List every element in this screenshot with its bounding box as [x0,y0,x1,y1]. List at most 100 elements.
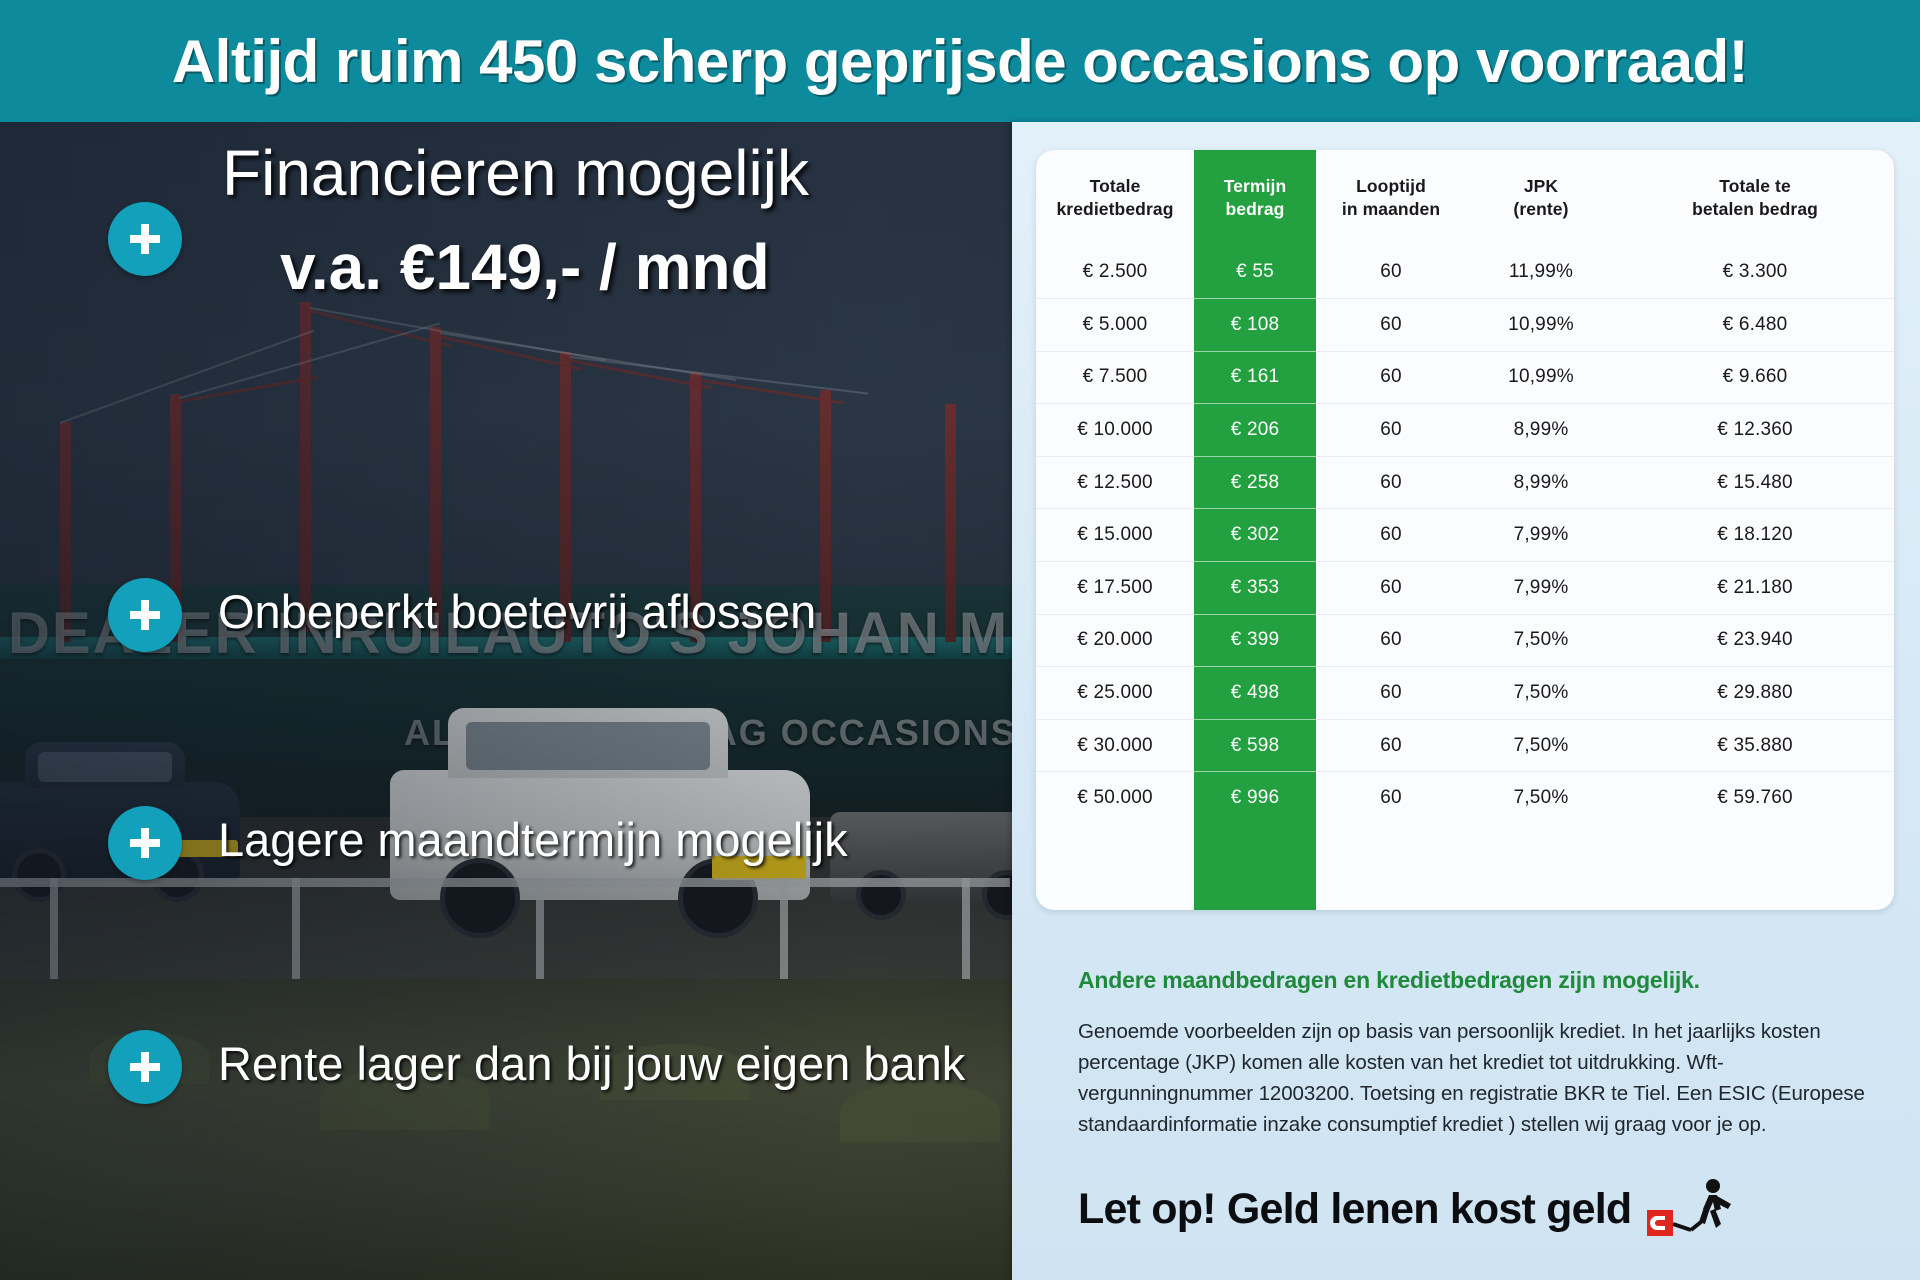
cell-totaalbedrag: € 35.880 [1616,718,1894,772]
table-row: € 12.500 € 258 60 8,99% € 15.480 [1036,455,1894,509]
plus-icon [130,1052,160,1082]
cell-looptijd: 60 [1316,298,1466,352]
cell-kredietbedrag: € 7.500 [1036,350,1194,404]
column-header-termijn: Termijn bedrag [1194,150,1316,246]
cell-termijnbedrag: € 161 [1194,350,1316,404]
cell-jpk: 7,50% [1466,718,1616,772]
header-line-2: in maanden [1341,199,1441,219]
cell-termijnbedrag: € 206 [1194,403,1316,457]
column-header-jpk: JPK (rente) [1466,150,1616,246]
cell-termijnbedrag: € 258 [1194,455,1316,509]
header-line-1: Termijn [1223,175,1287,196]
cell-totaalbedrag: € 21.180 [1616,561,1894,615]
headline-line-1: Financieren mogelijk [222,137,809,209]
cell-kredietbedrag: € 50.000 [1036,771,1194,825]
cell-termijnbedrag: € 55 [1236,261,1274,283]
cell-kredietbedrag: € 15.000 [1036,508,1194,562]
table-row: € 30.000 € 598 60 7,50% € 35.880 [1036,718,1894,772]
afm-logo-svg [1647,1179,1732,1236]
cell-totaalbedrag: € 18.120 [1616,508,1894,562]
banner-headline: Altijd ruim 450 scherp geprijsde occasio… [171,27,1749,95]
table-header-row: Totale kredietbedrag Termijn bedrag Loop… [1036,150,1894,246]
cell-totaalbedrag: € 23.940 [1616,613,1894,667]
cell-looptijd: 60 [1316,508,1466,562]
table-row: € 17.500 € 353 60 7,99% € 21.180 [1036,561,1894,615]
column-header-totaal: Totale te betalen bedrag [1616,150,1894,246]
cell-looptijd: 60 [1316,771,1466,825]
cell-termijnbedrag: € 302 [1194,508,1316,562]
cell-jpk: 7,99% [1466,561,1616,615]
table-body: € 2.500 € 55 60 11,99% € 3.300 € 5.000 € 108 60… [1036,246,1894,825]
cell-totaalbedrag: € 9.660 [1616,350,1894,404]
cell-looptijd: 60 [1316,613,1466,667]
cell-totaalbedrag: € 59.760 [1616,771,1894,825]
cell-jpk: 10,99% [1466,350,1616,404]
cell-looptijd: 60 [1316,666,1466,720]
header-line-2: betalen bedrag [1692,199,1818,219]
cell-jpk: 8,99% [1466,403,1616,457]
cell-termijnbedrag: € 353 [1194,561,1316,615]
table-row: € 7.500 € 161 60 10,99% € 9.660 [1036,350,1894,404]
disclaimer-block: Andere maandbedragen en kredietbedragen … [1078,967,1868,1141]
cell-kredietbedrag: € 10.000 [1036,403,1194,457]
cell-jpk: 10,99% [1466,298,1616,352]
legal-warning-bar: Let op! Geld lenen kost geld [1012,1166,1920,1252]
plus-badge-bullet-1 [108,578,182,652]
disclaimer-title: Andere maandbedragen en kredietbedragen … [1078,967,1700,993]
cell-termijnbedrag: € 108 [1194,298,1316,352]
plus-icon [130,224,160,254]
plus-icon [130,828,160,858]
cell-kredietbedrag: € 25.000 [1036,666,1194,720]
cell-kredietbedrag: € 5.000 [1036,298,1194,352]
table-row: € 10.000 € 206 60 8,99% € 12.360 [1036,403,1894,457]
cell-jpk: 7,50% [1466,613,1616,667]
cell-jpk: 8,99% [1466,455,1616,509]
table-row: € 25.000 € 498 60 7,50% € 29.880 [1036,666,1894,720]
cell-looptijd: 60 [1316,455,1466,509]
cell-looptijd: 60 [1316,718,1466,772]
cell-looptijd: 60 [1380,261,1402,283]
cell-termijnbedrag: € 996 [1194,771,1316,825]
financing-card: Totale kredietbedrag Termijn bedrag Loop… [1012,122,1920,1280]
cell-jpk: 7,50% [1466,771,1616,825]
cell-looptijd: 60 [1316,561,1466,615]
plus-badge-headline [108,202,182,276]
cell-jpk: 7,99% [1466,508,1616,562]
plus-badge-bullet-3 [108,1030,182,1104]
header-line-2: kredietbedrag [1056,199,1174,219]
cell-kredietbedrag: € 30.000 [1036,718,1194,772]
plus-badge-bullet-2 [108,806,182,880]
cell-jpk: 11,99% [1508,261,1574,283]
cell-totaalbedrag: € 12.360 [1616,403,1894,457]
benefits-panel: Financieren mogelijk v.a. €149,- / mnd O… [0,122,1020,1280]
header-line-1: JPK [1523,175,1559,196]
cell-kredietbedrag: € 20.000 [1036,613,1194,667]
disclaimer-body: Genoemde voorbeelden zijn op basis van p… [1078,1020,1865,1137]
table-header: Totale kredietbedrag Termijn bedrag Loop… [1036,150,1894,246]
benefit-item-3: Rente lager dan bij jouw eigen bank [218,1037,966,1090]
financing-table-container: Totale kredietbedrag Termijn bedrag Loop… [1036,150,1894,910]
cell-kredietbedrag: € 12.500 [1036,455,1194,509]
table-row: € 15.000 € 302 60 7,99% € 18.120 [1036,508,1894,562]
header-line-1: Totale [1089,175,1141,196]
financing-table: Totale kredietbedrag Termijn bedrag Loop… [1036,150,1894,825]
header-line-1: Totale te [1719,175,1791,196]
header-line-1: Looptijd [1356,175,1426,196]
cell-totaalbedrag: € 29.880 [1616,666,1894,720]
cell-termijnbedrag: € 399 [1194,613,1316,667]
column-header-krediet: Totale kredietbedrag [1036,150,1194,246]
table-row: € 5.000 € 108 60 10,99% € 6.480 [1036,298,1894,352]
table-row: € 50.000 € 996 60 7,50% € 59.760 [1036,771,1894,825]
cell-looptijd: 60 [1316,350,1466,404]
cell-totaalbedrag: € 3.300 [1722,261,1788,283]
benefit-item-2: Lagere maandtermijn mogelijk [218,813,848,866]
cell-totaalbedrag: € 6.480 [1616,298,1894,352]
plus-icon [130,600,160,630]
afm-ball-and-chain-icon [1647,1178,1739,1240]
column-header-looptijd: Looptijd in maanden [1316,150,1466,246]
top-banner: Altijd ruim 450 scherp geprijsde occasio… [0,0,1920,122]
headline-line-2: v.a. €149,- / mnd [280,231,770,303]
cell-kredietbedrag: € 2.500 [1082,261,1148,283]
table-row: € 2.500 € 55 60 11,99% € 3.300 [1036,246,1894,299]
